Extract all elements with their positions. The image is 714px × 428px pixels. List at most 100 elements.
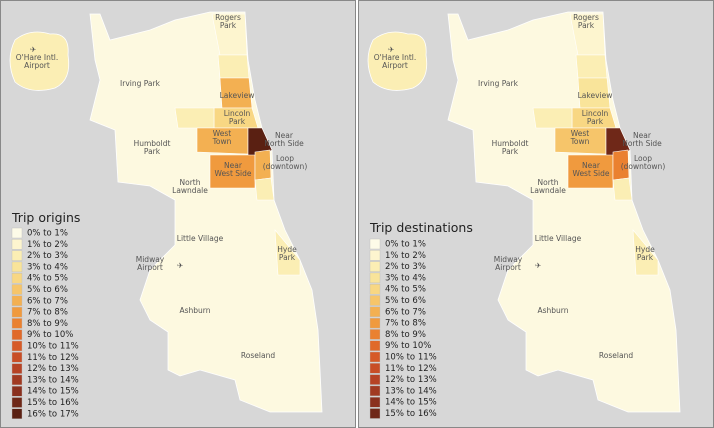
place-label-line: Lincoln	[582, 109, 609, 118]
place-label-line: North Side	[622, 139, 662, 148]
place-label-line: Roseland	[241, 351, 275, 360]
legend-title: Trip origins	[11, 210, 80, 225]
place-label-line: Loop	[634, 154, 652, 163]
place-label-line: Irving Park	[478, 79, 519, 88]
place-label-line: Airport	[24, 61, 50, 70]
place-label: Humboldt Park	[492, 139, 529, 156]
place-label-line: Airport	[382, 61, 408, 70]
place-label: Hyde Park	[635, 245, 655, 262]
legend-label: 0% to 1%	[27, 229, 68, 239]
legend-label: 8% to 9%	[27, 319, 68, 329]
place-label: Humboldt Park	[134, 139, 171, 156]
legend-swatch	[11, 250, 23, 261]
legend-swatch	[369, 329, 381, 340]
legend-label: 13% to 14%	[385, 386, 437, 396]
district	[274, 229, 301, 276]
place-label-line: Park	[502, 147, 519, 156]
place-label-line: Near	[582, 161, 601, 170]
legend-label: 1% to 2%	[385, 251, 426, 261]
place-label: Lincoln Park	[224, 109, 251, 126]
ohare-area	[9, 31, 70, 91]
legend-label: 3% to 4%	[385, 273, 426, 283]
district	[575, 54, 608, 79]
place-label: Ashburn	[537, 306, 568, 315]
place-label: Lincoln Park	[582, 109, 609, 126]
legend-label: 4% to 5%	[27, 274, 68, 284]
legend-label: 15% to 16%	[27, 398, 79, 408]
place-label-line: O'Hare Intl.	[16, 53, 59, 62]
place-label-line: Lakeview	[578, 91, 613, 100]
place-label: Roseland	[599, 351, 633, 360]
legend-label: 9% to 10%	[27, 330, 73, 340]
place-label-line: Roseland	[599, 351, 633, 360]
legend-label: 10% to 11%	[385, 353, 437, 363]
airport-icon: ✈	[388, 45, 394, 54]
place-label-line: Park	[637, 253, 654, 262]
place-label-line: Near	[633, 131, 652, 140]
legend-swatch	[11, 239, 23, 250]
legend-label: 4% to 5%	[385, 285, 426, 295]
place-label: Irving Park	[478, 79, 519, 88]
airport-icon: ✈	[535, 261, 541, 270]
legend-label: 13% to 14%	[27, 375, 79, 385]
legend-swatch	[11, 295, 23, 306]
district	[612, 177, 633, 201]
place-label-line: North	[538, 178, 559, 187]
place-label: Little Village	[177, 234, 224, 243]
place-label: Lakeview	[578, 91, 613, 100]
legend-swatch	[369, 385, 381, 397]
place-label-line: North Side	[264, 139, 304, 148]
place-label-line: O'Hare Intl.	[374, 53, 417, 62]
place-label-line: Rogers	[573, 13, 599, 22]
legend-swatch	[11, 352, 23, 363]
place-label: Roseland	[241, 351, 275, 360]
place-label-line: Humboldt	[492, 139, 529, 148]
place-label: Near West Side	[572, 161, 609, 178]
place-label: Rogers Park	[573, 13, 599, 30]
place-label-line: Park	[578, 21, 595, 30]
place-label: Ashburn	[179, 306, 210, 315]
place-label-line: Ashburn	[179, 306, 210, 315]
place-label-line: Park	[279, 253, 296, 262]
place-label: Midway Airport	[494, 255, 523, 272]
place-label-line: West	[571, 129, 589, 138]
legend-title: Trip destinations	[369, 220, 473, 235]
place-label: O'Hare Intl. Airport	[16, 53, 59, 70]
place-label: West Town	[570, 129, 590, 146]
place-label: Irving Park	[120, 79, 161, 88]
place-label-line: Rogers	[215, 13, 241, 22]
place-label-line: Park	[229, 117, 246, 126]
place-label: Loop (downtown)	[621, 154, 666, 171]
ohare-area	[367, 31, 428, 91]
place-label: Near North Side	[264, 131, 304, 148]
legend-label: 9% to 10%	[385, 341, 431, 351]
place-label-line: West Side	[572, 169, 609, 178]
place-label-line: Town	[570, 137, 590, 146]
legend-swatch	[11, 386, 23, 397]
legend-label: 2% to 3%	[385, 262, 426, 272]
legend-swatch	[369, 340, 381, 351]
legend-swatch	[369, 261, 381, 272]
legend-label: 7% to 8%	[27, 308, 68, 318]
legend-swatch	[369, 238, 381, 250]
place-label: Near West Side	[214, 161, 251, 178]
district	[209, 154, 256, 189]
legend-swatch	[11, 227, 23, 239]
legend-label: 11% to 12%	[27, 353, 79, 363]
district	[254, 177, 275, 201]
place-label-line: (downtown)	[263, 162, 308, 171]
place-label-line: Park	[587, 117, 604, 126]
place-label-line: Loop	[276, 154, 294, 163]
place-label-line: Midway	[494, 255, 523, 264]
legend-swatch	[11, 329, 23, 340]
legend-label: 8% to 9%	[385, 330, 426, 340]
place-label-line: West	[213, 129, 231, 138]
legend-swatch	[369, 317, 381, 329]
place-label-line: Hyde	[635, 245, 655, 254]
legend-label: 10% to 11%	[27, 342, 79, 352]
place-label-line: Airport	[137, 263, 163, 272]
legend-label: 12% to 13%	[27, 364, 79, 374]
legend-label: 6% to 7%	[385, 307, 426, 317]
place-label-line: Little Village	[535, 234, 582, 243]
